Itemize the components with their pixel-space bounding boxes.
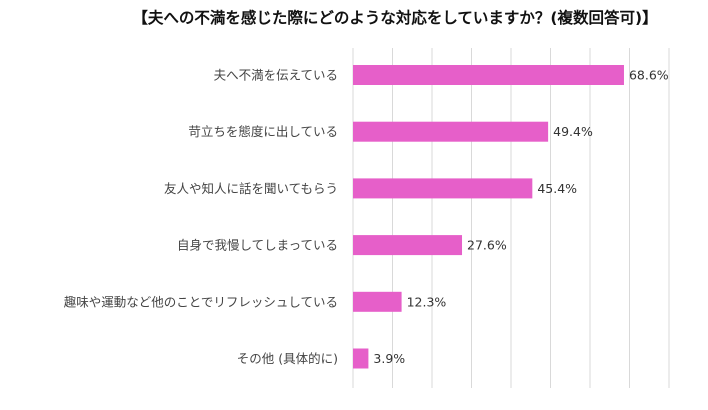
category-label: 友人や知人に話を聞いてもらう xyxy=(164,181,338,196)
category-label: その他 (具体的に) xyxy=(237,351,338,366)
bar xyxy=(353,291,402,312)
bar xyxy=(353,235,463,256)
data-label: 49.4% xyxy=(553,124,593,139)
category-label: 夫へ不満を伝えている xyxy=(214,68,338,83)
data-label: 68.6% xyxy=(629,68,669,83)
data-label: 3.9% xyxy=(373,351,405,366)
data-label: 27.6% xyxy=(467,238,507,253)
bar xyxy=(353,348,369,369)
data-label: 12.3% xyxy=(407,294,447,309)
bar xyxy=(353,121,549,142)
data-label: 45.4% xyxy=(537,181,577,196)
bar xyxy=(353,65,624,85)
category-label: 趣味や運動など他のことでリフレッシュしている xyxy=(64,294,338,309)
bar xyxy=(353,178,533,199)
chart-title: 【夫への不満を感じた際にどのような対応をしていますか？(複数回答可)】 xyxy=(132,9,658,27)
category-label: 自身で我慢してしまっている xyxy=(177,238,338,253)
category-label: 苛立ちを態度に出している xyxy=(188,124,338,139)
